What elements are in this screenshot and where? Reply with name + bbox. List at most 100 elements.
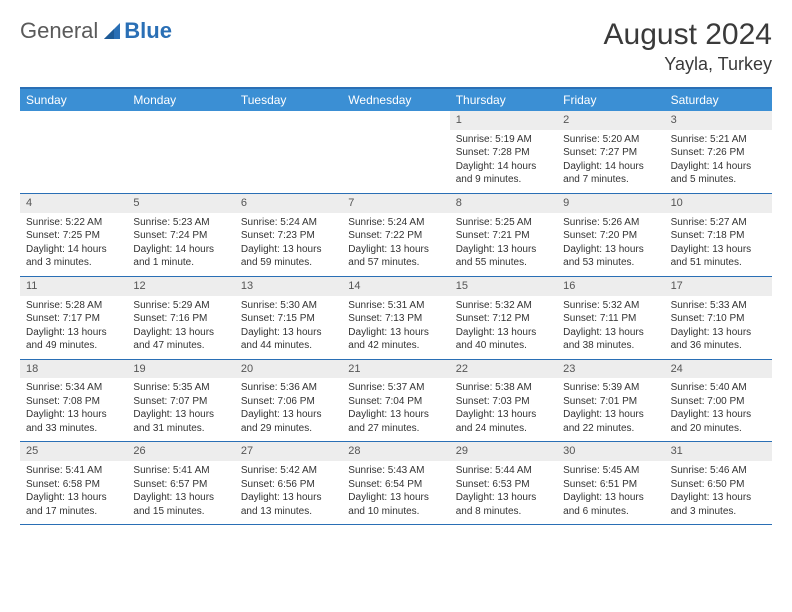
day-number: 15 [450,277,557,296]
day-header-sunday: Sunday [20,89,127,111]
sunset-text: Sunset: 7:08 PM [26,395,121,409]
day-cell: 3Sunrise: 5:21 AMSunset: 7:26 PMDaylight… [665,111,772,193]
day-number: 18 [20,360,127,379]
day-body: Sunrise: 5:41 AMSunset: 6:57 PMDaylight:… [127,461,234,524]
daylight-text: Daylight: 13 hours and 22 minutes. [563,408,658,435]
calendar: SundayMondayTuesdayWednesdayThursdayFrid… [20,87,772,525]
sunrise-text: Sunrise: 5:28 AM [26,299,121,313]
daylight-text: Daylight: 13 hours and 53 minutes. [563,243,658,270]
sunset-text: Sunset: 6:50 PM [671,478,766,492]
day-number: 12 [127,277,234,296]
day-body: Sunrise: 5:34 AMSunset: 7:08 PMDaylight:… [20,378,127,441]
daylight-text: Daylight: 13 hours and 3 minutes. [671,491,766,518]
daylight-text: Daylight: 13 hours and 13 minutes. [241,491,336,518]
day-number: 9 [557,194,664,213]
day-body: Sunrise: 5:27 AMSunset: 7:18 PMDaylight:… [665,213,772,276]
sunrise-text: Sunrise: 5:31 AM [348,299,443,313]
sunrise-text: Sunrise: 5:30 AM [241,299,336,313]
day-body: Sunrise: 5:39 AMSunset: 7:01 PMDaylight:… [557,378,664,441]
day-body: Sunrise: 5:30 AMSunset: 7:15 PMDaylight:… [235,296,342,359]
day-body: Sunrise: 5:29 AMSunset: 7:16 PMDaylight:… [127,296,234,359]
sunrise-text: Sunrise: 5:27 AM [671,216,766,230]
daylight-text: Daylight: 13 hours and 40 minutes. [456,326,551,353]
daylight-text: Daylight: 13 hours and 29 minutes. [241,408,336,435]
day-number: 8 [450,194,557,213]
day-number: 31 [665,442,772,461]
daylight-text: Daylight: 13 hours and 17 minutes. [26,491,121,518]
daylight-text: Daylight: 13 hours and 38 minutes. [563,326,658,353]
daylight-text: Daylight: 13 hours and 6 minutes. [563,491,658,518]
day-cell: 21Sunrise: 5:37 AMSunset: 7:04 PMDayligh… [342,360,449,442]
daylight-text: Daylight: 14 hours and 7 minutes. [563,160,658,187]
sunset-text: Sunset: 7:11 PM [563,312,658,326]
day-body: Sunrise: 5:37 AMSunset: 7:04 PMDaylight:… [342,378,449,441]
day-cell: 29Sunrise: 5:44 AMSunset: 6:53 PMDayligh… [450,442,557,524]
day-cell: 24Sunrise: 5:40 AMSunset: 7:00 PMDayligh… [665,360,772,442]
day-body: Sunrise: 5:24 AMSunset: 7:23 PMDaylight:… [235,213,342,276]
title-block: August 2024 Yayla, Turkey [604,18,772,75]
sunset-text: Sunset: 7:07 PM [133,395,228,409]
sunrise-text: Sunrise: 5:22 AM [26,216,121,230]
day-number: 16 [557,277,664,296]
sunset-text: Sunset: 7:22 PM [348,229,443,243]
sunrise-text: Sunrise: 5:26 AM [563,216,658,230]
brand-logo: General Blue [20,18,172,44]
day-number [235,111,342,115]
day-number: 14 [342,277,449,296]
day-cell: 30Sunrise: 5:45 AMSunset: 6:51 PMDayligh… [557,442,664,524]
day-cell: 10Sunrise: 5:27 AMSunset: 7:18 PMDayligh… [665,194,772,276]
sunset-text: Sunset: 6:58 PM [26,478,121,492]
day-cell: 1Sunrise: 5:19 AMSunset: 7:28 PMDaylight… [450,111,557,193]
day-number: 7 [342,194,449,213]
day-body: Sunrise: 5:31 AMSunset: 7:13 PMDaylight:… [342,296,449,359]
daylight-text: Daylight: 14 hours and 9 minutes. [456,160,551,187]
sunset-text: Sunset: 7:15 PM [241,312,336,326]
sunrise-text: Sunrise: 5:21 AM [671,133,766,147]
day-body: Sunrise: 5:40 AMSunset: 7:00 PMDaylight:… [665,378,772,441]
daylight-text: Daylight: 13 hours and 8 minutes. [456,491,551,518]
sunset-text: Sunset: 7:21 PM [456,229,551,243]
day-number: 4 [20,194,127,213]
day-number: 23 [557,360,664,379]
day-number: 3 [665,111,772,130]
sunrise-text: Sunrise: 5:42 AM [241,464,336,478]
daylight-text: Daylight: 13 hours and 42 minutes. [348,326,443,353]
day-number: 10 [665,194,772,213]
day-cell: 2Sunrise: 5:20 AMSunset: 7:27 PMDaylight… [557,111,664,193]
daylight-text: Daylight: 14 hours and 3 minutes. [26,243,121,270]
day-cell: 16Sunrise: 5:32 AMSunset: 7:11 PMDayligh… [557,277,664,359]
day-number: 20 [235,360,342,379]
daylight-text: Daylight: 13 hours and 33 minutes. [26,408,121,435]
header: General Blue August 2024 Yayla, Turkey [20,18,772,75]
day-cell: 20Sunrise: 5:36 AMSunset: 7:06 PMDayligh… [235,360,342,442]
day-body: Sunrise: 5:33 AMSunset: 7:10 PMDaylight:… [665,296,772,359]
day-cell: 26Sunrise: 5:41 AMSunset: 6:57 PMDayligh… [127,442,234,524]
day-body: Sunrise: 5:46 AMSunset: 6:50 PMDaylight:… [665,461,772,524]
day-number: 24 [665,360,772,379]
sunrise-text: Sunrise: 5:23 AM [133,216,228,230]
day-cell: 25Sunrise: 5:41 AMSunset: 6:58 PMDayligh… [20,442,127,524]
daylight-text: Daylight: 13 hours and 47 minutes. [133,326,228,353]
brand-part2: Blue [124,18,172,44]
day-header-tuesday: Tuesday [235,89,342,111]
day-number [342,111,449,115]
day-cell: 23Sunrise: 5:39 AMSunset: 7:01 PMDayligh… [557,360,664,442]
sunrise-text: Sunrise: 5:33 AM [671,299,766,313]
day-number: 29 [450,442,557,461]
sunrise-text: Sunrise: 5:44 AM [456,464,551,478]
day-body: Sunrise: 5:44 AMSunset: 6:53 PMDaylight:… [450,461,557,524]
day-body: Sunrise: 5:23 AMSunset: 7:24 PMDaylight:… [127,213,234,276]
sunset-text: Sunset: 7:28 PM [456,146,551,160]
sunrise-text: Sunrise: 5:46 AM [671,464,766,478]
sunset-text: Sunset: 6:54 PM [348,478,443,492]
day-cell: 11Sunrise: 5:28 AMSunset: 7:17 PMDayligh… [20,277,127,359]
day-number: 19 [127,360,234,379]
day-number: 17 [665,277,772,296]
sunset-text: Sunset: 7:23 PM [241,229,336,243]
sunset-text: Sunset: 7:00 PM [671,395,766,409]
week-row: 18Sunrise: 5:34 AMSunset: 7:08 PMDayligh… [20,360,772,443]
sunrise-text: Sunrise: 5:37 AM [348,381,443,395]
daylight-text: Daylight: 13 hours and 55 minutes. [456,243,551,270]
day-header-row: SundayMondayTuesdayWednesdayThursdayFrid… [20,89,772,111]
day-body: Sunrise: 5:32 AMSunset: 7:11 PMDaylight:… [557,296,664,359]
